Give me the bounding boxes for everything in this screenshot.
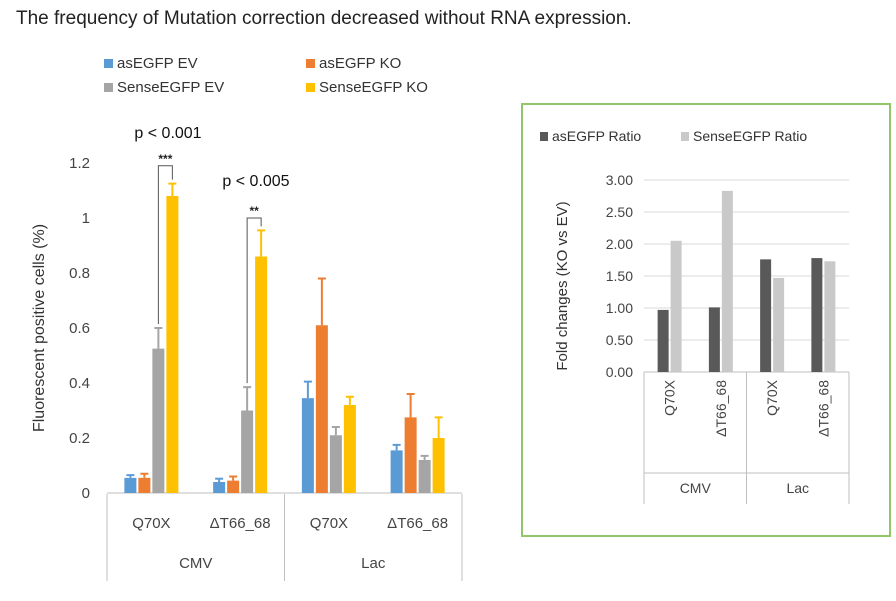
bar-senseegfp-ko — [432, 438, 445, 493]
bar-senseegfp-ev — [329, 435, 342, 493]
bar-senseegfp-ko — [255, 256, 268, 493]
y-axis-label: Fold changes (KO vs EV) — [554, 201, 571, 370]
bar-senseegfp-ratio — [670, 240, 682, 372]
bar-asegfp-ev — [213, 482, 226, 493]
bar-asegfp-ko — [315, 325, 328, 493]
x-group-label: CMV — [680, 480, 712, 496]
x-tick-label: Q70X — [662, 379, 678, 415]
bar-asegfp-ko — [138, 477, 151, 493]
x-tick-label: ΔT66_68 — [387, 515, 448, 532]
x-tick-label: ΔT66_68 — [713, 380, 729, 437]
significance-stars: ** — [249, 204, 259, 218]
bar-senseegfp-ratio — [721, 190, 733, 372]
y-tick-label: 1 — [82, 210, 90, 227]
bar-asegfp-ko — [404, 417, 417, 493]
bar-asegfp-ratio — [657, 309, 669, 372]
bar-senseegfp-ko — [166, 196, 179, 493]
y-tick-label: 3.00 — [606, 172, 633, 188]
main-bar-chart: asEGFP EV asEGFP KO SenseEGFP EV SenseEGFP … — [31, 55, 463, 581]
y-tick-label: 0.4 — [69, 375, 90, 392]
inset-chart-panel: asEGFP Ratio SenseEGFP Ratio 0.00 0.50 1.00 1… — [521, 103, 891, 537]
y-tick-label: 1.50 — [606, 268, 633, 284]
y-tick-label: 2.50 — [606, 204, 633, 220]
legend-label-senseegfp-ev: SenseEGFP EV — [117, 79, 224, 96]
y-tick-label: 0 — [82, 485, 90, 502]
bar-senseegfp-ev — [418, 460, 431, 493]
y-tick-label: 2.00 — [606, 236, 633, 252]
legend-swatch-asegfp-ko — [306, 59, 315, 68]
legend-swatch-senseegfp-ko — [306, 83, 315, 92]
x-tick-label: Q70X — [132, 515, 170, 532]
y-tick-label: 0.6 — [69, 320, 90, 337]
bar-senseegfp-ev — [152, 348, 165, 493]
bar-asegfp-ev — [301, 398, 314, 493]
x-tick-label: Q70X — [764, 379, 780, 415]
significance-bracket — [246, 217, 262, 384]
legend-label-senseegfp-ko: SenseEGFP KO — [319, 79, 428, 96]
legend-swatch-asegfp-ev — [104, 59, 113, 68]
bar-asegfp-ratio — [811, 258, 823, 372]
x-tick-label: ΔT66_68 — [210, 515, 271, 532]
y-axis-label: Fluorescent positive cells (%) — [31, 224, 48, 432]
bar-asegfp-ev — [390, 450, 403, 493]
significance-stars: *** — [158, 152, 172, 166]
figure-title: The frequency of Mutation correction dec… — [16, 8, 632, 29]
x-group-label: Lac — [786, 480, 809, 496]
y-tick-label: 0.50 — [606, 332, 633, 348]
p-value-label: p < 0.001 — [134, 125, 201, 142]
legend-label-asegfp-ratio: asEGFP Ratio — [552, 128, 641, 144]
legend-label-asegfp-ko: asEGFP KO — [319, 55, 401, 72]
bar-asegfp-ko — [227, 480, 240, 493]
legend-swatch-senseegfp-ev — [104, 83, 113, 92]
fold-change-bar-chart: asEGFP Ratio SenseEGFP Ratio 0.00 0.50 1.00 1… — [540, 128, 850, 504]
bar-asegfp-ratio — [760, 259, 772, 372]
x-tick-label: ΔT66_68 — [815, 380, 831, 437]
legend-swatch-asegfp-ratio — [540, 132, 548, 141]
legend-swatch-senseegfp-ratio — [681, 132, 689, 141]
legend-label-asegfp-ev: asEGFP EV — [117, 55, 198, 72]
bar-senseegfp-ratio — [773, 277, 785, 372]
y-tick-label: 0.2 — [69, 430, 90, 447]
bar-senseegfp-ev — [241, 410, 254, 493]
x-tick-label: Q70X — [310, 515, 348, 532]
y-tick-label: 0.00 — [606, 364, 633, 380]
p-value-label: p < 0.005 — [222, 173, 289, 190]
bar-senseegfp-ko — [343, 405, 356, 493]
legend-label-senseegfp-ratio: SenseEGFP Ratio — [693, 128, 807, 144]
y-tick-label: 1.00 — [606, 300, 633, 316]
bar-asegfp-ratio — [708, 307, 720, 372]
x-group-label: Lac — [361, 555, 386, 572]
x-group-label: CMV — [179, 555, 212, 572]
y-tick-label: 0.8 — [69, 265, 90, 282]
significance-bracket — [157, 165, 173, 324]
bar-senseegfp-ratio — [824, 261, 836, 372]
bar-asegfp-ev — [124, 477, 137, 493]
y-tick-label: 1.2 — [69, 155, 90, 172]
